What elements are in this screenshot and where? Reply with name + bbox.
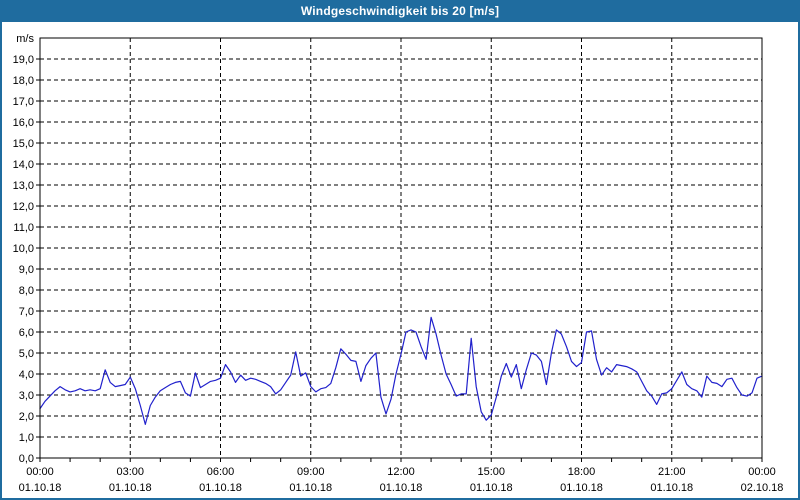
chart-title: Windgeschwindigkeit bis 20 [m/s] [300,4,500,18]
y-axis-labels: 0,0 1,0 2,0 3,0 4,0 5,0 6,0 7,0 8,0 9,0 10,0 11,0 12… [13,33,35,465]
x-tick-date-label: 01.10.18 [650,482,693,494]
y-tick-label: 15,0 [13,138,34,150]
x-tick-time-label: 03:00 [116,466,144,478]
y-tick-label: 7,0 [19,306,34,318]
y-tick-label: 13,0 [13,180,34,192]
x-tick-time-label: 21:00 [658,466,686,478]
x-tick-time-label: 06:00 [207,466,235,478]
axis-ticks [36,58,763,462]
data-series [39,316,763,425]
x-tick-date-label: 01.10.18 [199,482,242,494]
chart-area: 0,0 1,0 2,0 3,0 4,0 5,0 6,0 7,0 8,0 9,0 10,0 11,0 12… [0,22,800,500]
y-tick-label: 11,0 [13,222,34,234]
y-tick-label: 6,0 [19,327,34,339]
x-tick-time-label: 12:00 [387,466,415,478]
x-gridlines [129,38,673,458]
y-tick-label: 16,0 [13,117,34,129]
wind-speed-line-chart: 0,0 1,0 2,0 3,0 4,0 5,0 6,0 7,0 8,0 9,0 10,0 11,0 12… [13,33,784,494]
x-tick-time-label: 09:00 [297,466,325,478]
x-tick-date-label: 01.10.18 [470,482,513,494]
y-tick-label: 8,0 [19,285,34,297]
plot-border [39,37,763,459]
wind-speed-line [39,316,763,425]
y-tick-label: 19,0 [13,54,34,66]
x-tick-date-label: 01.10.18 [560,482,603,494]
y-tick-label: 2,0 [19,411,34,423]
x-axis-labels: 00:00 01.10.18 03:00 01.10.18 06:00 01.10.18 0… [19,466,784,494]
y-tick-label: 12,0 [13,201,34,213]
y-tick-label: 10,0 [13,243,34,255]
y-tick-label: 5,0 [19,348,34,360]
x-tick-date-label: 01.10.18 [380,482,423,494]
x-tick-date-label: 01.10.18 [19,482,62,494]
y-tick-label: 9,0 [19,264,34,276]
x-tick-time-label: 00:00 [748,466,776,478]
x-tick-time-label: 18:00 [568,466,596,478]
y-tick-label: 14,0 [13,159,34,171]
y-tick-label: 4,0 [19,369,34,381]
y-tick-label: 3,0 [19,390,34,402]
x-tick-time-label: 15:00 [477,466,505,478]
chart-title-bar: Windgeschwindigkeit bis 20 [m/s] [0,0,800,22]
x-tick-time-label: 00:00 [26,466,54,478]
y-axis-unit-label: m/s [16,33,34,45]
x-tick-date-label: 02.10.18 [741,482,784,494]
y-tick-label: 1,0 [19,432,34,444]
x-tick-date-label: 01.10.18 [109,482,152,494]
y-tick-label: 0,0 [19,453,34,465]
y-tick-label: 17,0 [13,96,34,108]
x-tick-date-label: 01.10.18 [289,482,332,494]
y-tick-label: 18,0 [13,75,34,87]
